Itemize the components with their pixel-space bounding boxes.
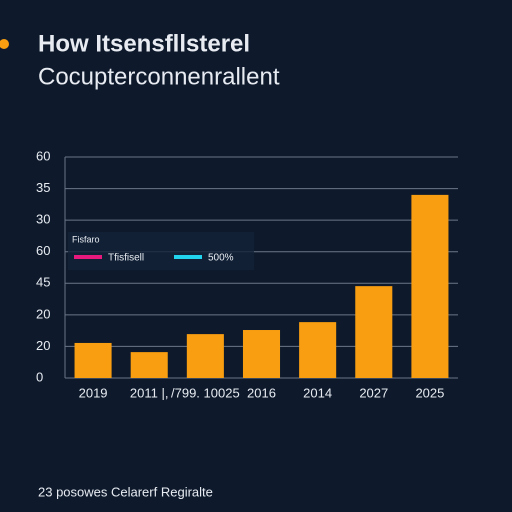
bar xyxy=(130,352,168,378)
y-tick-label: 60 xyxy=(36,148,50,163)
legend-label: 500% xyxy=(208,253,234,264)
bar xyxy=(242,330,281,378)
bar xyxy=(411,194,449,378)
bar xyxy=(355,286,393,378)
title-dot xyxy=(0,39,9,49)
y-tick-label: 60 xyxy=(36,243,50,258)
y-tick-label: 20 xyxy=(36,338,50,353)
x-tick-label: 2019 xyxy=(79,385,108,400)
x-tick-label: 2014 xyxy=(303,385,332,400)
x-tick-label: 2027 xyxy=(359,385,388,400)
x-tick-label: /799. 10025 xyxy=(171,385,240,400)
bar xyxy=(186,334,224,378)
legend-label: Tfisfisell xyxy=(108,253,144,264)
y-tick-label: 35 xyxy=(36,180,50,195)
footer: 23 posowes Celarerf Regiralte xyxy=(38,484,213,499)
y-tick-label: 0 xyxy=(36,369,43,384)
legend-box xyxy=(68,232,254,270)
chart-title: How Itsensfllsterel xyxy=(38,30,250,57)
y-tick-label: 45 xyxy=(36,275,50,290)
x-tick-label: 2016 xyxy=(247,385,276,400)
chart-subtitle: Cocupterconnenrallent xyxy=(38,63,280,90)
bar xyxy=(74,342,112,378)
legend-title: Fisfaro xyxy=(72,234,100,244)
x-tick-label: 2011 |, xyxy=(130,385,169,400)
x-tick-label: 2025 xyxy=(415,385,444,400)
y-tick-label: 30 xyxy=(36,212,50,227)
legend-swatch xyxy=(174,255,202,259)
y-tick-label: 20 xyxy=(36,306,50,321)
legend-swatch xyxy=(74,255,102,259)
bar xyxy=(299,322,337,378)
